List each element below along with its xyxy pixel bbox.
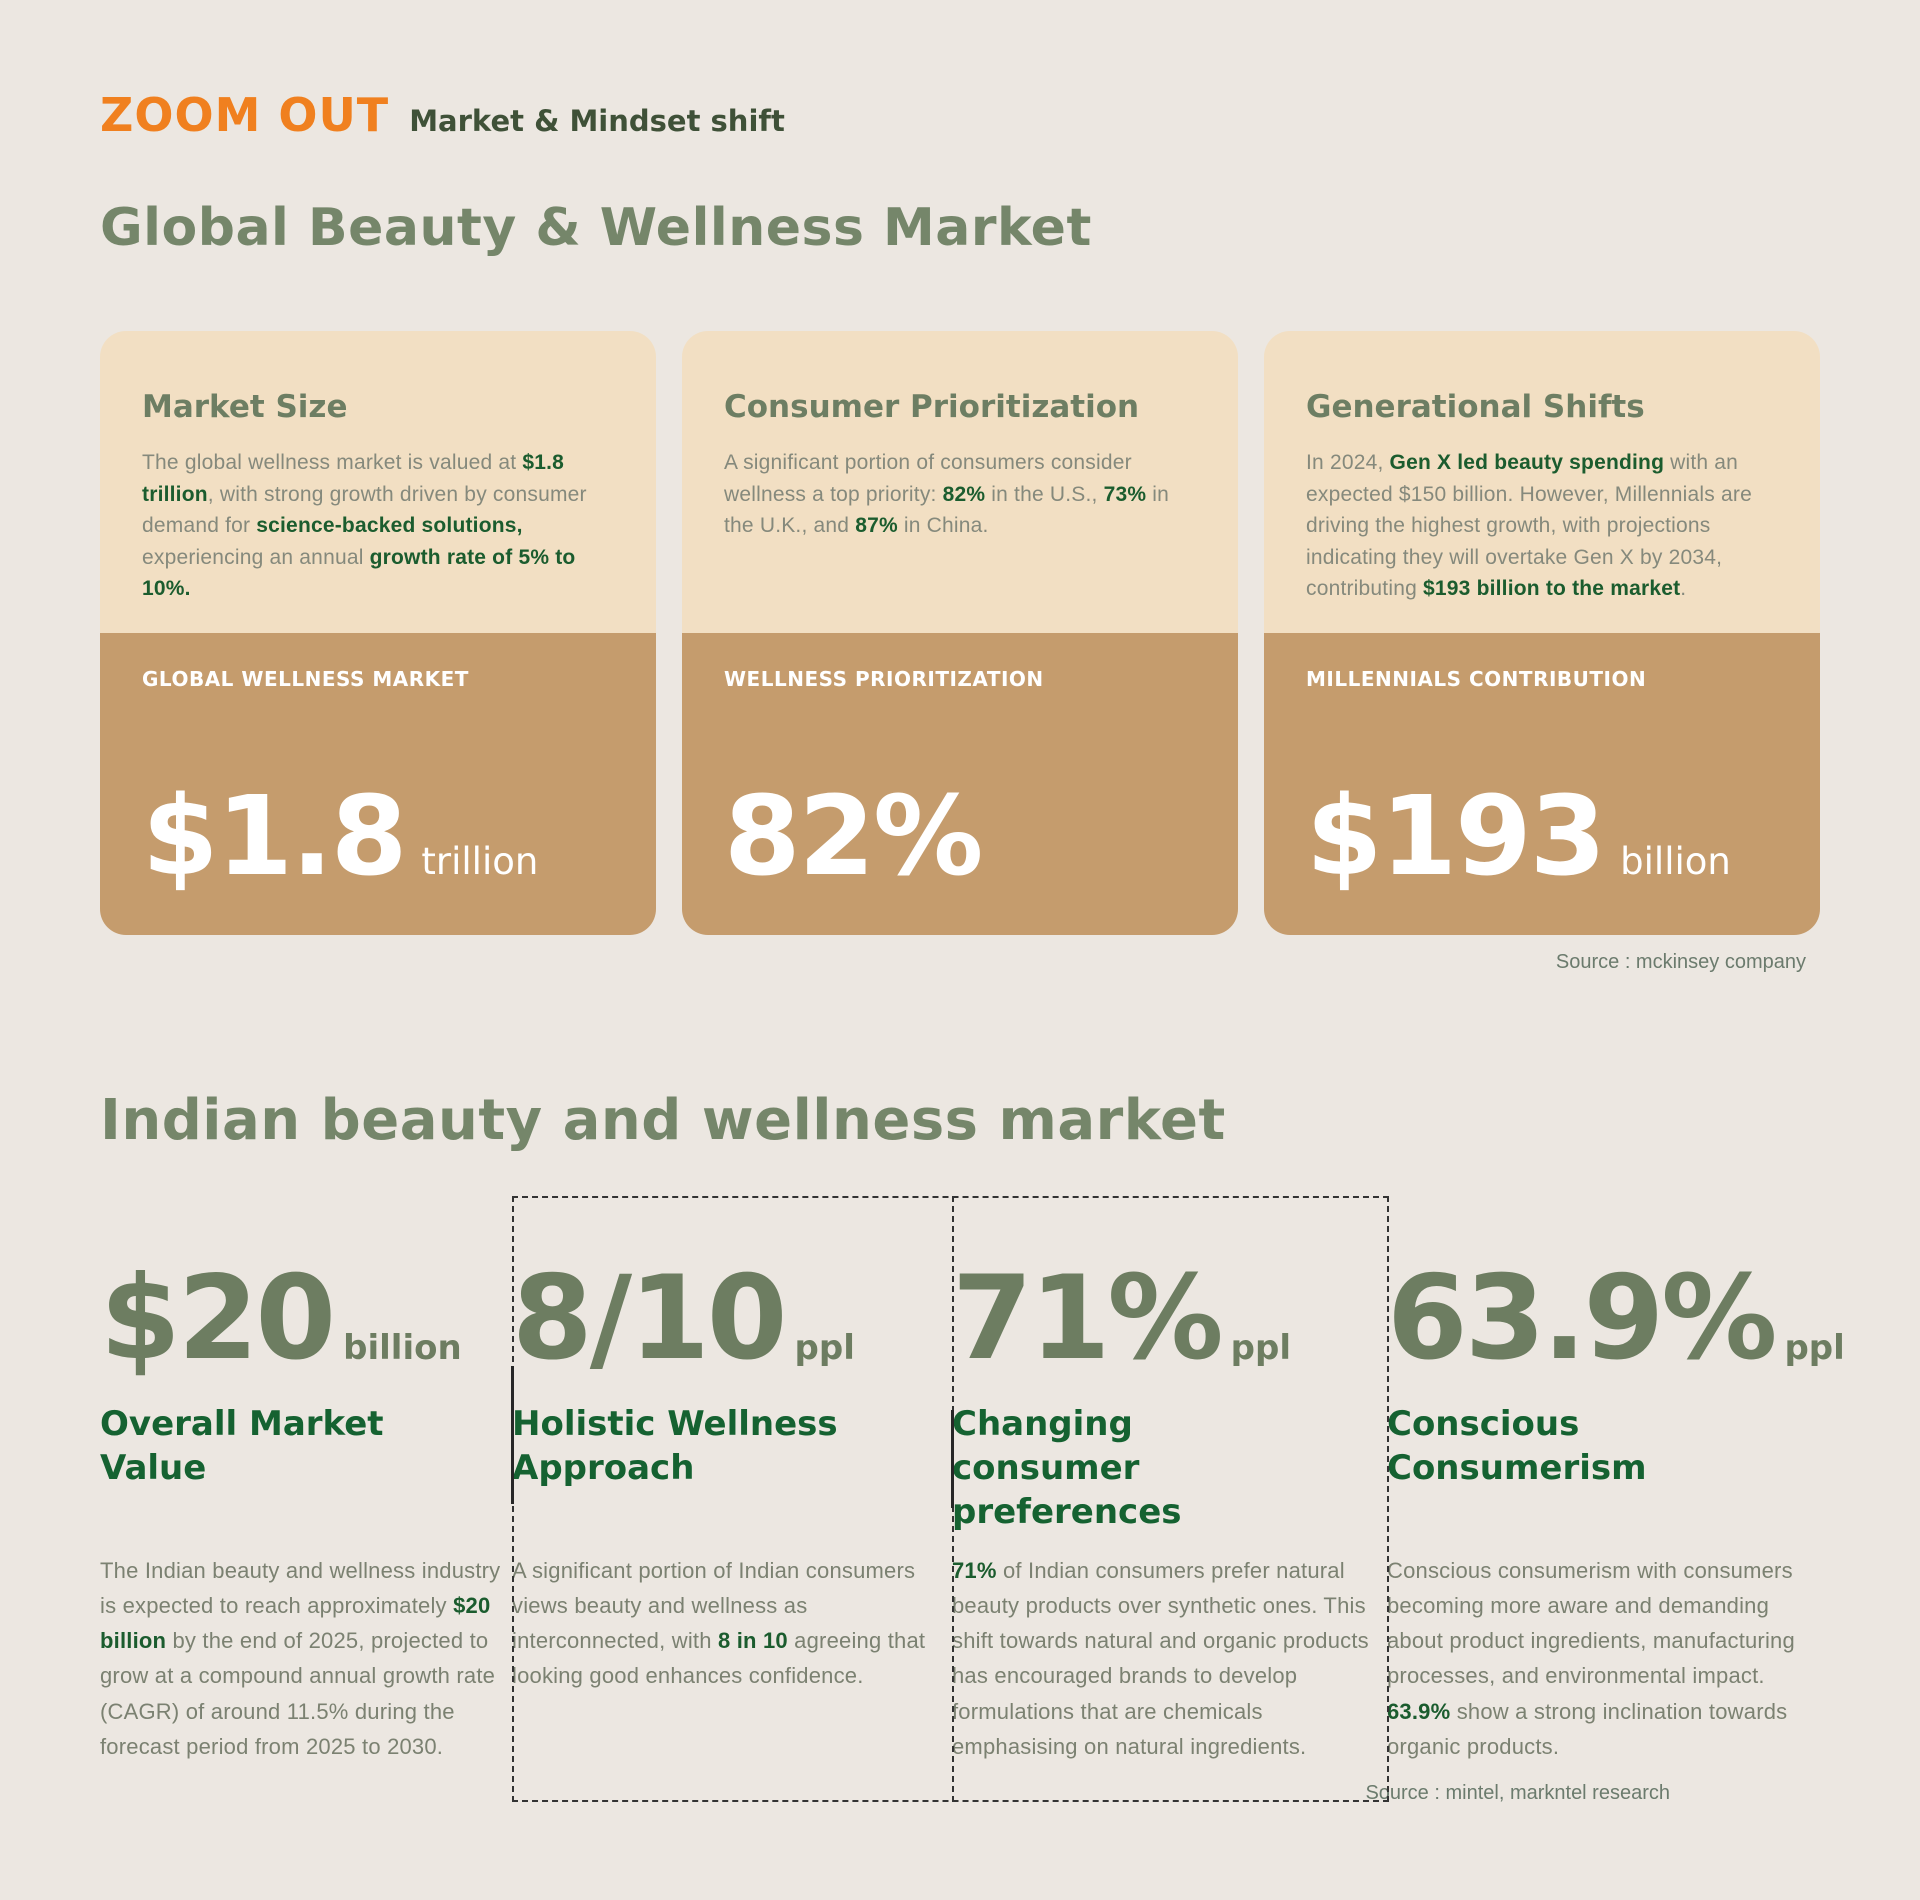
stat-value-row: 8/10 ppl <box>512 1198 952 1388</box>
stat-unit: ppl <box>794 1327 855 1368</box>
card-title: Consumer Prioritization <box>724 389 1140 426</box>
card-stat-panel: MILLENNIALS CONTRIBUTION $193 billion <box>1264 633 1820 936</box>
global-stat-cards: Market Size The global wellness market i… <box>100 331 1820 936</box>
column-title: Overall Market Value <box>100 1403 384 1488</box>
india-stats-grid: $20 billion Overall Market Value The Ind… <box>100 1195 1845 1802</box>
column-holistic-wellness: 8/10 ppl Holistic Wellness Approach A si… <box>512 1198 952 1764</box>
column-body-text: 71% of Indian consumers prefer natural b… <box>952 1557 1369 1759</box>
column-separator-line <box>951 1409 954 1508</box>
stat-value: $193 <box>1306 772 1606 901</box>
stat-unit: ppl <box>1784 1327 1845 1368</box>
header: ZOOM OUT Market & Mindset shift <box>100 88 1820 142</box>
stat-unit: billion <box>1620 840 1731 884</box>
card-title: Market Size <box>142 389 348 426</box>
card-description-panel: Generational Shifts In 2024, Gen X led b… <box>1264 331 1820 634</box>
card-stat-panel: WELLNESS PRIORITIZATION 82% <box>682 633 1238 936</box>
column-separator-line <box>511 1365 514 1504</box>
india-source-citation: Source : mintel, markntel research <box>1365 1781 1670 1804</box>
stat-unit: billion <box>343 1327 462 1368</box>
column-changing-preferences: 71% ppl Changing consumer preferences 71… <box>952 1198 1387 1764</box>
global-section-title: Global Beauty & Wellness Market <box>100 198 1092 258</box>
stat-value-row: $1.8 trillion <box>142 781 614 891</box>
stat-value-row: $20 billion <box>100 1198 512 1388</box>
stat-value: $1.8 <box>142 772 407 901</box>
stat-label: WELLNESS PRIORITIZATION <box>724 667 1044 692</box>
header-subtitle: Market & Mindset shift <box>409 104 785 138</box>
stat-value: 8/10 <box>512 1250 788 1386</box>
stat-label: GLOBAL WELLNESS MARKET <box>142 667 469 692</box>
column-title-row: Conscious Consumerism <box>1387 1388 1820 1553</box>
stat-unit: trillion <box>421 840 539 884</box>
column-title-row: Overall Market Value <box>100 1388 512 1553</box>
india-section-title: Indian beauty and wellness market <box>100 1088 1226 1154</box>
column-conscious-consumerism: 63.9% ppl Conscious Consumerism Consciou… <box>1387 1198 1845 1764</box>
stat-value-row: 63.9% ppl <box>1387 1198 1845 1388</box>
column-title: Conscious Consumerism <box>1387 1403 1647 1488</box>
card-title: Generational Shifts <box>1306 389 1645 426</box>
card-body-text: In 2024, Gen X led beauty spending with … <box>1306 451 1752 601</box>
column-body-text: A significant portion of Indian consumer… <box>512 1557 926 1689</box>
stat-value: 71% <box>952 1250 1224 1386</box>
stat-unit: ppl <box>1230 1327 1291 1368</box>
card-consumer-prioritization: Consumer Prioritization A significant po… <box>682 331 1238 936</box>
card-description-panel: Consumer Prioritization A significant po… <box>682 331 1238 634</box>
card-description-panel: Market Size The global wellness market i… <box>100 331 656 634</box>
card-generational-shifts: Generational Shifts In 2024, Gen X led b… <box>1264 331 1820 936</box>
stat-value-row: $193 billion <box>1306 781 1778 891</box>
column-body-text: Conscious consumerism with consumers bec… <box>1387 1557 1795 1759</box>
card-market-size: Market Size The global wellness market i… <box>100 331 656 936</box>
global-source-citation: Source : mckinsey company <box>1555 951 1806 974</box>
stat-label: MILLENNIALS CONTRIBUTION <box>1306 667 1647 692</box>
brand-logo-text: ZOOM OUT <box>100 88 390 142</box>
column-title: Holistic Wellness Approach <box>512 1403 838 1488</box>
column-title-row: Holistic Wellness Approach <box>512 1388 952 1553</box>
column-title-row: Changing consumer preferences <box>952 1388 1387 1553</box>
card-body-text: A significant portion of consumers consi… <box>724 451 1170 538</box>
stat-value-row: 71% ppl <box>952 1198 1387 1388</box>
stat-value-row: 82% <box>724 781 1196 891</box>
stat-value: 82% <box>724 772 983 901</box>
card-body-text: The global wellness market is valued at … <box>142 451 587 601</box>
column-title: Changing consumer preferences <box>952 1403 1182 1533</box>
stat-value: $20 <box>100 1250 336 1386</box>
column-overall-market-value: $20 billion Overall Market Value The Ind… <box>100 1198 512 1764</box>
column-body-text: The Indian beauty and wellness industry … <box>100 1557 501 1759</box>
card-stat-panel: GLOBAL WELLNESS MARKET $1.8 trillion <box>100 633 656 936</box>
stat-value: 63.9% <box>1387 1250 1777 1386</box>
